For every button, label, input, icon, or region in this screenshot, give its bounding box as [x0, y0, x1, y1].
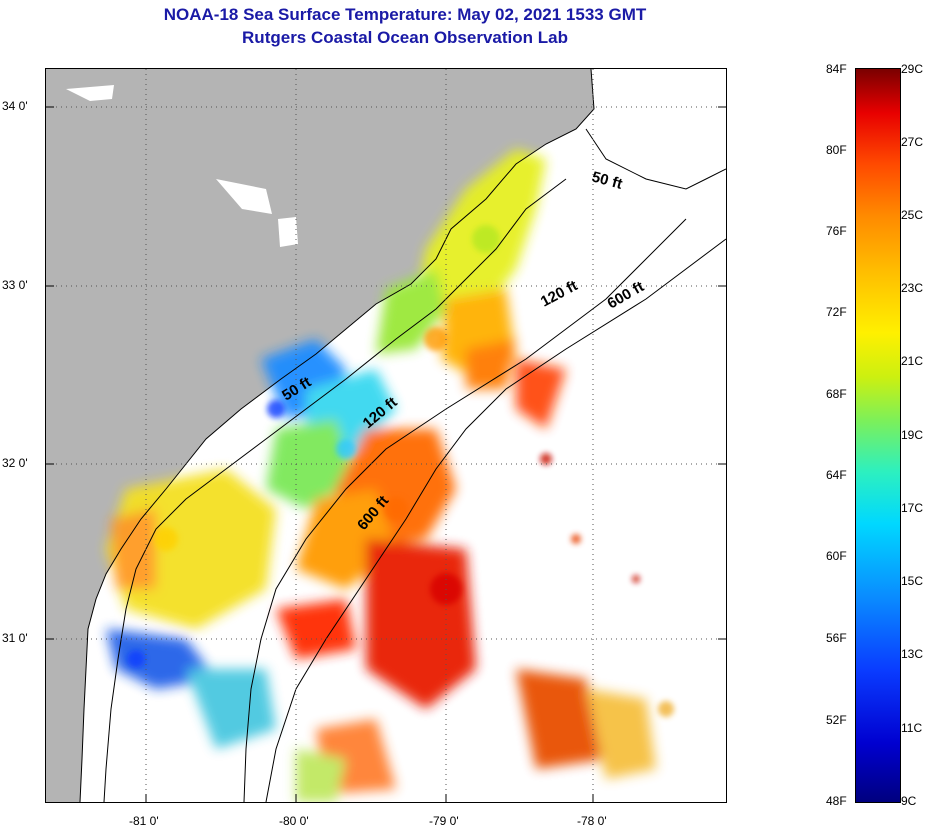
lat-label: 33 0' — [2, 278, 28, 292]
colorbar-f-label: 64F — [826, 468, 847, 482]
colorbar-c-label: 25C — [901, 208, 924, 222]
land-gap — [66, 85, 114, 101]
colorbar-c-label: 19C — [901, 428, 924, 442]
lon-label: -79 0' — [429, 814, 459, 828]
isobath-120ft — [243, 218, 687, 802]
colorbar-c-label: 27C — [901, 135, 924, 149]
colorbar-c-label: 29C — [901, 62, 924, 76]
land-mass — [46, 69, 594, 802]
colorbar-f-label: 60F — [826, 549, 847, 563]
temperature-colorbar — [855, 68, 901, 803]
coastline — [79, 69, 595, 802]
sst-map[interactable]: 50 ft 120 ft 600 ft 50 ft 120 ft 600 ft — [45, 68, 727, 803]
lat-label: 31 0' — [2, 631, 28, 645]
colorbar-f-label: 72F — [826, 305, 847, 319]
colorbar-c-label: 17C — [901, 501, 924, 515]
axis-ticks — [46, 106, 726, 802]
colorbar-f-label: 48F — [826, 794, 847, 808]
sst-map-canvas: 50 ft 120 ft 600 ft 50 ft 120 ft 600 ft — [46, 69, 726, 802]
colorbar-c-label: 15C — [901, 574, 924, 588]
colorbar-c-label: 13C — [901, 647, 924, 661]
colorbar-c-label: 9C — [901, 794, 917, 808]
map-title: NOAA-18 Sea Surface Temperature: May 02,… — [163, 5, 647, 24]
colorbar-f-label: 84F — [826, 62, 847, 76]
colorbar-f-label: 68F — [826, 387, 847, 401]
isobath-600ft — [265, 238, 726, 802]
colorbar-c-label: 23C — [901, 281, 924, 295]
lon-label: -80 0' — [279, 814, 309, 828]
graticule — [46, 69, 726, 802]
colorbar-f-label: 56F — [826, 631, 847, 645]
lat-label: 34 0' — [2, 99, 28, 113]
isobath-label: 120 ft — [538, 277, 581, 310]
colorbar-f-label: 52F — [826, 713, 847, 727]
colorbar-c-label: 21C — [901, 354, 924, 368]
lat-label: 32 0' — [2, 456, 28, 470]
isobath-label: 50 ft — [590, 168, 624, 192]
isobath-label: 600 ft — [605, 278, 647, 312]
colorbar-c-label: 11C — [901, 721, 923, 735]
colorbar-f-label: 76F — [826, 224, 847, 238]
sst-speckle — [127, 225, 674, 717]
land-gap — [216, 179, 272, 214]
colorbar-f-label: 80F — [826, 143, 847, 157]
land-gap — [278, 217, 298, 247]
lon-label: -78 0' — [577, 814, 607, 828]
coastline-north — [585, 128, 726, 190]
isobath-50ft — [103, 178, 567, 802]
map-subtitle: Rutgers Coastal Ocean Observation Lab — [242, 28, 568, 47]
lon-label: -81 0' — [129, 814, 159, 828]
